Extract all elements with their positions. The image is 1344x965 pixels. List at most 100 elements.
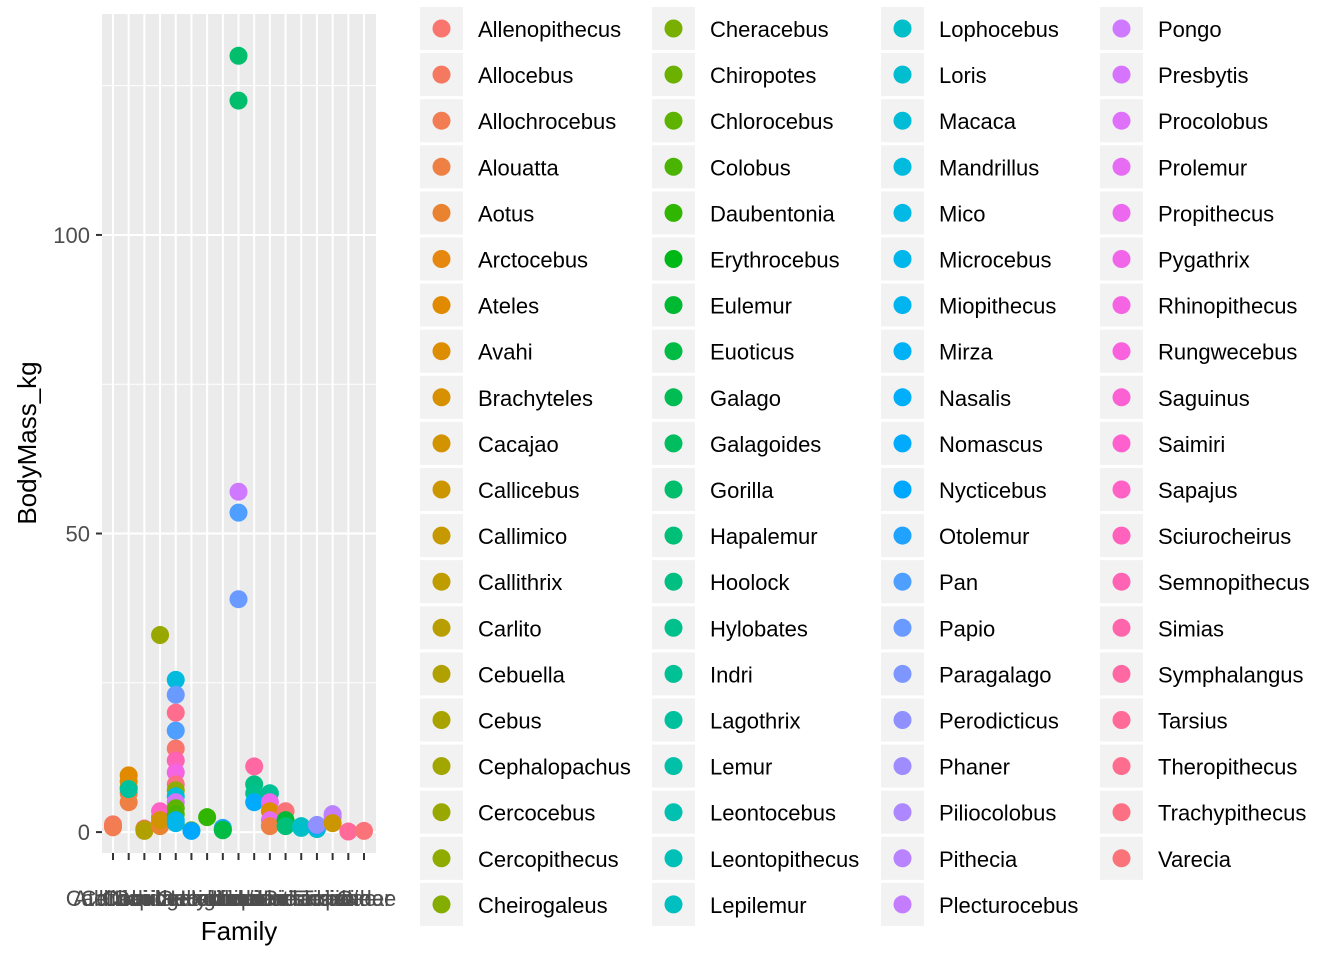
legend-label: Perodicticus [939,709,1059,734]
legend-key-dot [432,65,451,84]
data-point [198,808,217,827]
legend-entry: Galagoides [652,421,821,465]
legend-entry: Brachyteles [420,375,593,419]
data-point [166,685,185,704]
legend-entry: Saimiri [1100,421,1225,465]
legend-entry: Leontocebus [652,790,836,834]
legend-label: Macaca [939,109,1017,134]
legend-key-dot [1112,65,1131,84]
legend-entry: Pithecia [881,836,1018,880]
x-tick-label: Cheirogaleidae [102,886,250,911]
legend-key-dot [893,250,912,268]
legend-label: Procolobus [1158,109,1268,134]
legend-key-dot [1112,526,1131,545]
legend-key-dot [893,296,912,315]
legend-entry: Procolobus [1100,99,1268,143]
legend-key-dot [664,388,683,407]
legend-key-dot [1112,250,1131,268]
legend-entry: Erythrocebus [652,237,840,281]
legend-entry: Phaner [881,744,1010,788]
legend-key-dot [1112,480,1131,499]
data-point [119,780,138,799]
legend-key-dot [432,157,451,176]
legend-key-dot [1112,342,1131,361]
x-tick-label: Daubentoniidae [114,886,268,911]
legend-label: Mandrillus [939,155,1039,180]
legend-entry: Daubentonia [652,191,836,235]
legend-entry: Mico [881,191,985,235]
legend-entry: Cheirogaleus [420,882,608,926]
x-tick-label: Cebidae [103,886,185,911]
legend-key-dot [1112,19,1131,38]
legend-entry: Nycticebus [881,468,1047,511]
data-point [151,626,170,645]
legend-entry: Lemur [652,744,772,788]
legend-key-dot [432,895,451,914]
legend-entry: Loris [881,53,987,97]
legend-entry: Callimico [420,514,567,558]
x-tick-label: Lemuridae [218,886,322,911]
legend-key-dot [893,849,912,868]
legend-label: Rhinopithecus [1158,294,1297,319]
legend-label: Hoolock [710,570,790,595]
legend-key-dot [1112,849,1131,868]
legend-entry: Cacajao [420,421,559,465]
legend-entry: Mirza [881,329,994,373]
legend-key-dot [432,250,451,268]
legend-entry: Hylobates [652,606,808,650]
legend-label: Pongo [1158,17,1222,42]
legend-label: Galagoides [710,432,821,457]
legend-label: Pygathrix [1158,248,1250,273]
legend-key-dot [664,664,683,683]
y-tick-label: 0 [78,820,90,845]
legend-label: Indri [710,662,753,687]
data-point [166,721,185,740]
legend-key-dot [664,19,683,38]
legend-entry: Colobus [652,145,791,189]
legend-entry: Cebuella [420,652,566,696]
legend-entry: Otolemur [881,514,1029,558]
legend-entry: Symphalangus [1100,652,1304,696]
legend-label: Lagothrix [710,709,801,734]
x-tick-label: Other [336,886,391,911]
legend-entry: Chlorocebus [652,99,834,143]
data-point [229,482,248,501]
legend-entry: Theropithecus [1100,744,1297,788]
x-tick-label: Galagidae [157,886,257,911]
legend-key-dot [432,664,451,683]
legend-entry: Allenopithecus [420,7,621,50]
legend-label: Hapalemur [710,524,818,549]
legend-entry: Pongo [1100,7,1222,50]
legend-label: Leontocebus [710,801,836,826]
legend-entry: Callithrix [420,560,562,604]
legend-entry: Nomascus [881,421,1043,465]
legend-entry: Simias [1100,606,1224,650]
legend-label: Semnopithecus [1158,570,1310,595]
y-tick-label: 100 [53,223,90,248]
legend-key-dot [664,572,683,591]
legend-entry: Lagothrix [652,698,801,742]
data-point [307,815,326,834]
legend-label: Ateles [478,294,539,319]
legend-label: Cebus [478,709,542,734]
legend-key-dot [432,342,451,361]
legend-key-dot [1112,111,1131,130]
x-tick-label: Tupaiidae [300,886,396,911]
legend-key-dot [432,203,451,222]
legend-key-dot [664,526,683,545]
legend-label: Saimiri [1158,432,1225,457]
legend-label: Otolemur [939,524,1029,549]
legend-key-dot [432,849,451,868]
legend-label: Symphalangus [1158,662,1304,687]
x-tick-label: Atelidae [73,886,153,911]
legend-key-dot [664,65,683,84]
legend-key-dot [1112,803,1131,822]
data-point [213,820,232,839]
legend-entry: Cebus [420,698,542,742]
legend-key-dot [1112,203,1131,222]
legend-key-dot [893,618,912,637]
legend-entry: Cercocebus [420,790,595,834]
legend-label: Galago [710,386,781,411]
legend-key-dot [664,434,683,453]
